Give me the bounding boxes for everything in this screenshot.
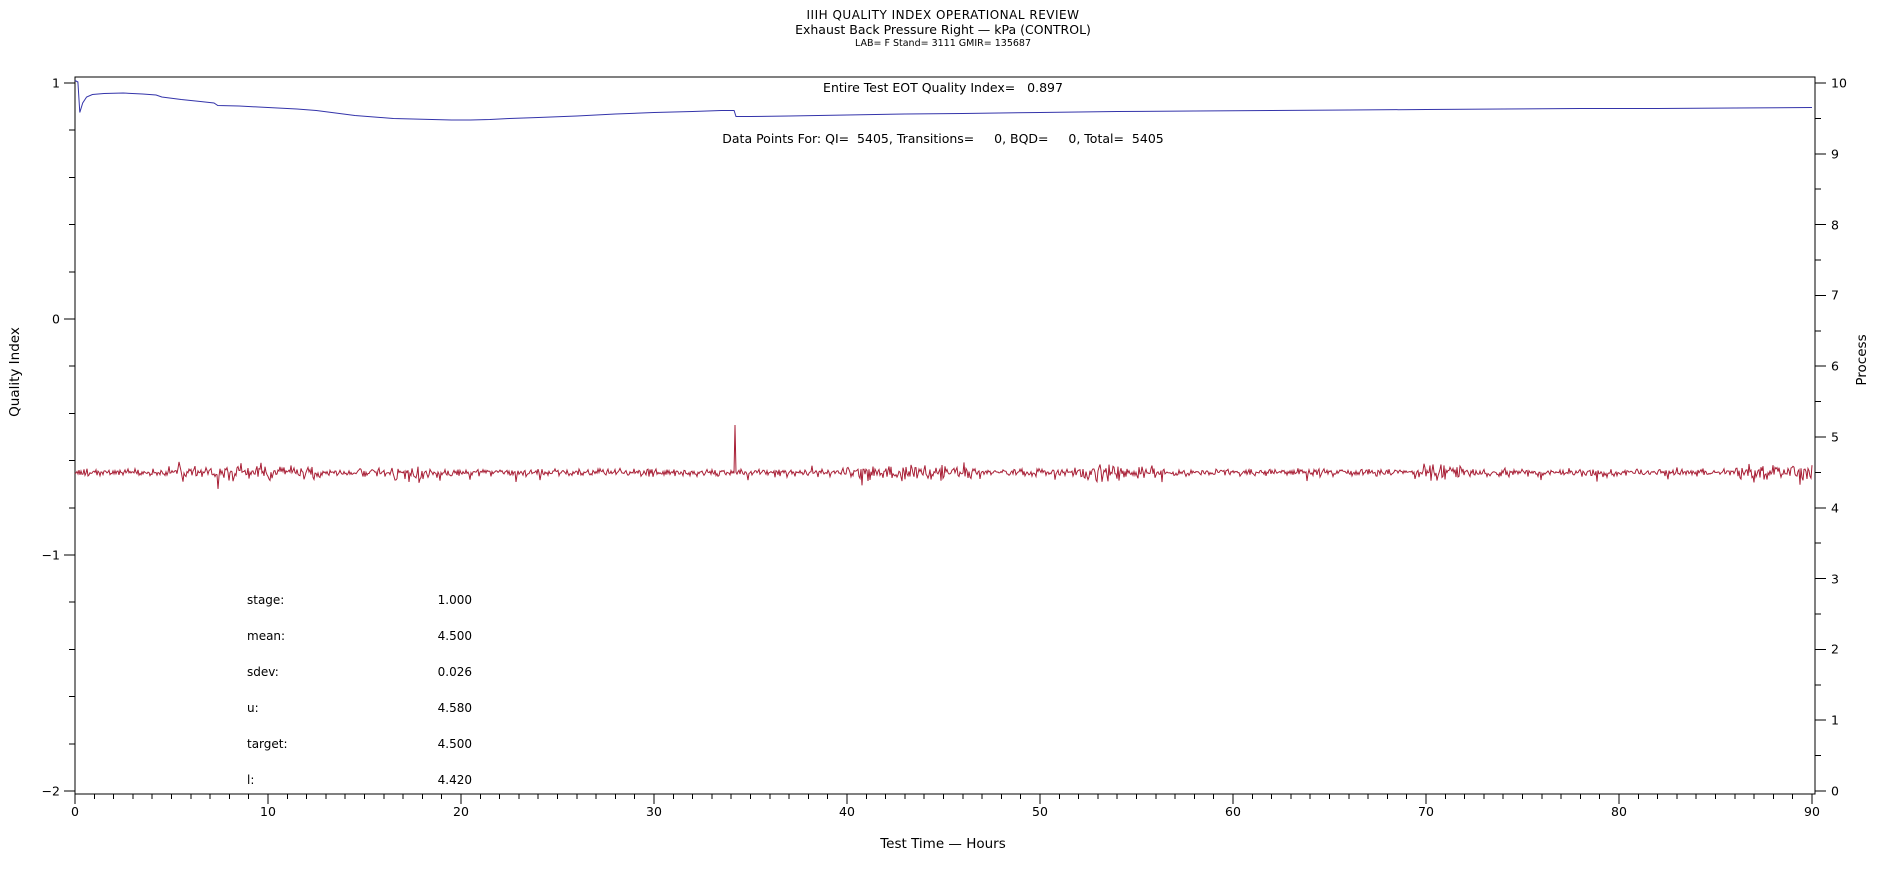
- stats-value: 4.500: [437, 737, 472, 751]
- y-left-tick-label: −1: [41, 547, 60, 563]
- stats-value: 4.580: [437, 701, 472, 715]
- stats-label: mean:: [247, 629, 286, 643]
- x-tick-label: 50: [1032, 804, 1048, 819]
- x-axis-title: Test Time — Hours: [880, 836, 1006, 852]
- stats-value: 1.000: [437, 593, 472, 607]
- y-right-tick-label: 6: [1831, 358, 1839, 374]
- stats-row: u: 4.580: [247, 701, 472, 737]
- x-tick-label: 20: [453, 804, 469, 819]
- stats-row: target: 4.500: [247, 737, 472, 773]
- y-left-tick-label: 0: [52, 311, 60, 327]
- eot-quality-index-annotation: Entire Test EOT Quality Index= 0.897: [823, 80, 1063, 95]
- stats-label: target:: [247, 737, 288, 751]
- y-right-tick-label: 3: [1831, 571, 1839, 587]
- x-tick-label: 80: [1611, 804, 1627, 819]
- x-tick-label: 0: [71, 804, 79, 819]
- stats-row: stage: 1.000: [247, 593, 472, 629]
- stats-label: l:: [247, 773, 255, 787]
- stats-value: 0.026: [437, 665, 472, 679]
- x-tick-label: 10: [260, 804, 276, 819]
- stats-label: stage:: [247, 593, 285, 607]
- process-series: [74, 424, 1813, 489]
- stats-label: u:: [247, 701, 259, 715]
- y-right-tick-label: 8: [1831, 217, 1839, 233]
- y-right-tick-label: 0: [1831, 783, 1839, 799]
- stats-block: stage: 1.000 mean: 4.500 sdev: 0.026 u: 4.580 ta…: [247, 593, 472, 809]
- stats-label: sdev:: [247, 665, 279, 679]
- y-right-tick-label: 2: [1831, 641, 1839, 657]
- lab-stand-gmir-label: LAB= F Stand= 3111 GMIR= 135687: [854, 38, 1032, 49]
- page-subtitle: Exhaust Back Pressure Right — kPa (CONTR…: [795, 22, 1091, 37]
- plot-frame: [74, 76, 1816, 795]
- quality-index-series: [74, 80, 1813, 121]
- x-tick-label: 40: [839, 804, 855, 819]
- y-axis-left-title: Quality Index: [7, 327, 23, 417]
- x-tick-label: 60: [1225, 804, 1241, 819]
- y-right-tick-label: 10: [1831, 75, 1847, 91]
- y-right-tick-label: 5: [1831, 429, 1839, 445]
- data-points-annotation: Data Points For: QI= 5405, Transitions= …: [722, 131, 1164, 146]
- y-left-tick-label: −2: [41, 783, 60, 799]
- stats-row: sdev: 0.026: [247, 665, 472, 701]
- y-axis-right-title: Process: [1854, 334, 1870, 386]
- stats-row: l: 4.420: [247, 773, 472, 809]
- y-right-tick-label: 9: [1831, 146, 1839, 162]
- x-tick-label: 70: [1418, 804, 1434, 819]
- stats-value: 4.420: [437, 773, 472, 787]
- y-right-tick-label: 4: [1831, 500, 1839, 516]
- y-right-tick-label: 7: [1831, 287, 1839, 303]
- x-tick-label: 30: [646, 804, 662, 819]
- stats-value: 4.500: [437, 629, 472, 643]
- y-left-tick-label: 1: [52, 75, 60, 91]
- x-tick-label: 90: [1804, 804, 1820, 819]
- stats-row: mean: 4.500: [247, 629, 472, 665]
- page-title: IIIH QUALITY INDEX OPERATIONAL REVIEW: [806, 8, 1080, 22]
- y-right-tick-label: 1: [1831, 712, 1839, 728]
